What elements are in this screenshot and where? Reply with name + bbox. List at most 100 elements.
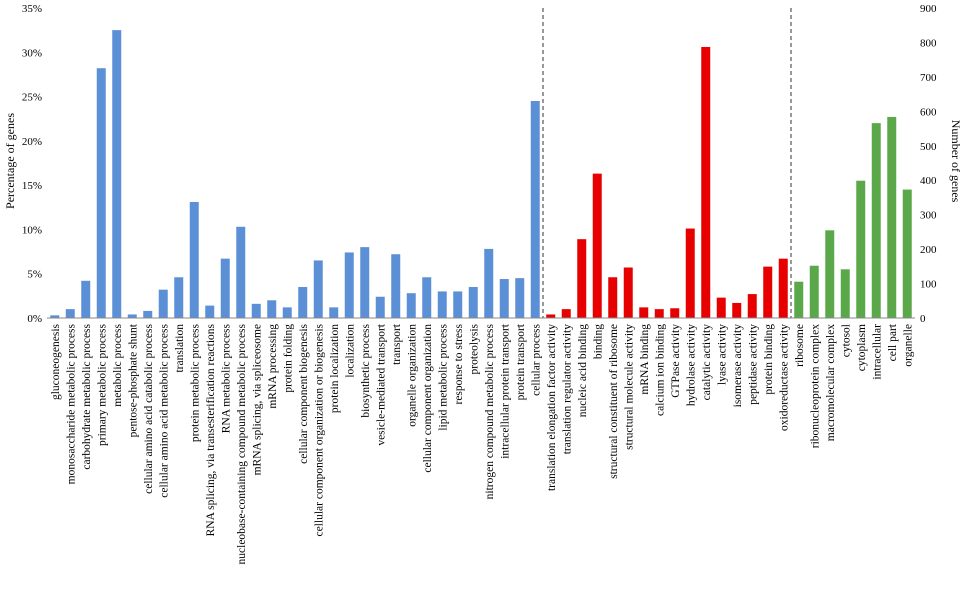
category-label: structural constituent of ribosome [608,324,620,479]
category-label: primary metabolic process [96,323,108,446]
bar-biological-process-20 [360,247,370,318]
bar-molecular-function-4 [608,277,618,318]
category-label: translation elongation factor activity [546,324,558,491]
category-label: vesicle-mediated transport [375,323,387,445]
bar-biological-process-1 [65,309,75,318]
y-tick-label: 30% [22,47,42,59]
bar-molecular-function-1 [561,309,571,318]
category-label: oxidoreductase activity [778,324,790,431]
category-label: nitrogen compound metabolic process [484,323,496,499]
bar-molecular-function-12 [732,302,742,318]
bar-molecular-function-6 [639,307,649,318]
category-label: metabolic process [112,323,124,406]
category-label: catalytic activity [701,324,713,401]
bar-molecular-function-3 [592,173,602,318]
category-label: organelle [902,324,914,367]
category-label: transport [391,323,403,365]
bar-molecular-function-5 [623,267,633,318]
bar-biological-process-11 [220,258,230,318]
bar-biological-process-8 [174,277,184,318]
bar-biological-process-10 [205,305,215,318]
bar-biological-process-22 [391,254,401,318]
category-label: protein folding [282,324,294,393]
bar-molecular-function-7 [654,309,664,318]
category-label: protein localization [329,324,341,413]
category-label: cytosol [840,324,852,357]
category-label: RNA metabolic process [220,323,232,433]
right-axis-ticks: 0 100 200 300 400 500 600 700 800 900 [920,3,937,325]
category-label: lyase activity [716,324,728,385]
category-label: hydrolase activity [685,324,697,406]
y2-tick-label: 700 [920,72,937,84]
category-label: cellular process [530,323,542,395]
bar-biological-process-9 [189,201,199,318]
category-label: cellular component organization or bioge… [313,323,325,536]
group-separators [542,8,792,318]
bar-biological-process-25 [437,291,447,318]
category-label: response to stress [453,323,465,404]
bar-molecular-function-11 [716,297,726,318]
category-label: cytoplasm [856,324,868,371]
bar-biological-process-2 [81,280,91,318]
category-label: localization [344,324,356,378]
category-label: cellular component organization [422,324,434,473]
bar-biological-process-0 [50,315,60,318]
category-label: ribonucleoprotein complex [809,324,821,448]
category-label: translation regulator activity [561,324,573,455]
bar-biological-process-5 [127,314,137,318]
bar-biological-process-18 [329,307,339,318]
y2-tick-label: 0 [920,313,926,325]
bar-biological-process-14 [267,300,277,318]
bar-biological-process-13 [251,303,261,318]
y2-tick-label: 400 [920,175,937,187]
category-label: cellular amino acid metabolic process [158,323,170,497]
category-label: proteolysis [468,323,480,374]
y2-tick-label: 100 [920,279,937,291]
category-label: protein metabolic process [189,323,201,442]
y-tick-label: 15% [22,180,42,192]
bar-biological-process-29 [499,279,509,318]
category-label: monosaccharide metabolic process [65,323,77,484]
bar-biological-process-15 [282,307,292,318]
y-tick-label: 5% [27,269,42,281]
category-label: ribosome [794,324,806,367]
bar-cellular-component-0 [794,281,804,318]
y-tick-label: 0% [27,313,42,325]
bar-molecular-function-15 [778,258,788,318]
bar-cellular-component-4 [856,180,866,318]
bar-cellular-component-1 [809,265,819,318]
bar-biological-process-3 [96,68,106,318]
y2-tick-label: 900 [920,3,937,15]
bar-biological-process-4 [112,30,122,318]
bar-biological-process-28 [484,248,494,318]
category-label: lipid metabolic process [437,323,449,430]
y2-tick-label: 200 [920,244,937,256]
bar-cellular-component-2 [825,230,835,318]
y-tick-label: 25% [22,92,42,104]
bar-cellular-component-6 [887,116,897,318]
bar-biological-process-23 [406,293,416,318]
category-label: intracellular protein transport [499,323,511,459]
bars-layer [50,30,912,318]
category-label: protein transport [515,323,527,400]
bar-biological-process-27 [468,287,478,318]
category-label: mRNA processing [267,324,279,409]
category-label: pentose-phosphate shunt [127,323,139,437]
category-label: nucleobase-containing compound metabolic… [236,323,248,564]
y-tick-label: 35% [22,3,42,15]
bar-cellular-component-7 [902,189,912,318]
category-label: mRNA splicing, via spliceosome [251,324,263,475]
category-label: binding [592,324,604,359]
bar-biological-process-19 [344,252,354,318]
y-tick-label: 10% [22,224,42,236]
y2-tick-label: 500 [920,141,937,153]
bar-biological-process-30 [515,278,525,318]
bar-molecular-function-10 [701,46,711,318]
bar-biological-process-31 [530,101,540,318]
category-label: translation [174,324,186,373]
category-label: intracellular [871,324,883,380]
category-label: cell part [887,323,899,361]
y2-axis-label: Number of genes [949,120,963,203]
bar-molecular-function-13 [747,294,757,318]
